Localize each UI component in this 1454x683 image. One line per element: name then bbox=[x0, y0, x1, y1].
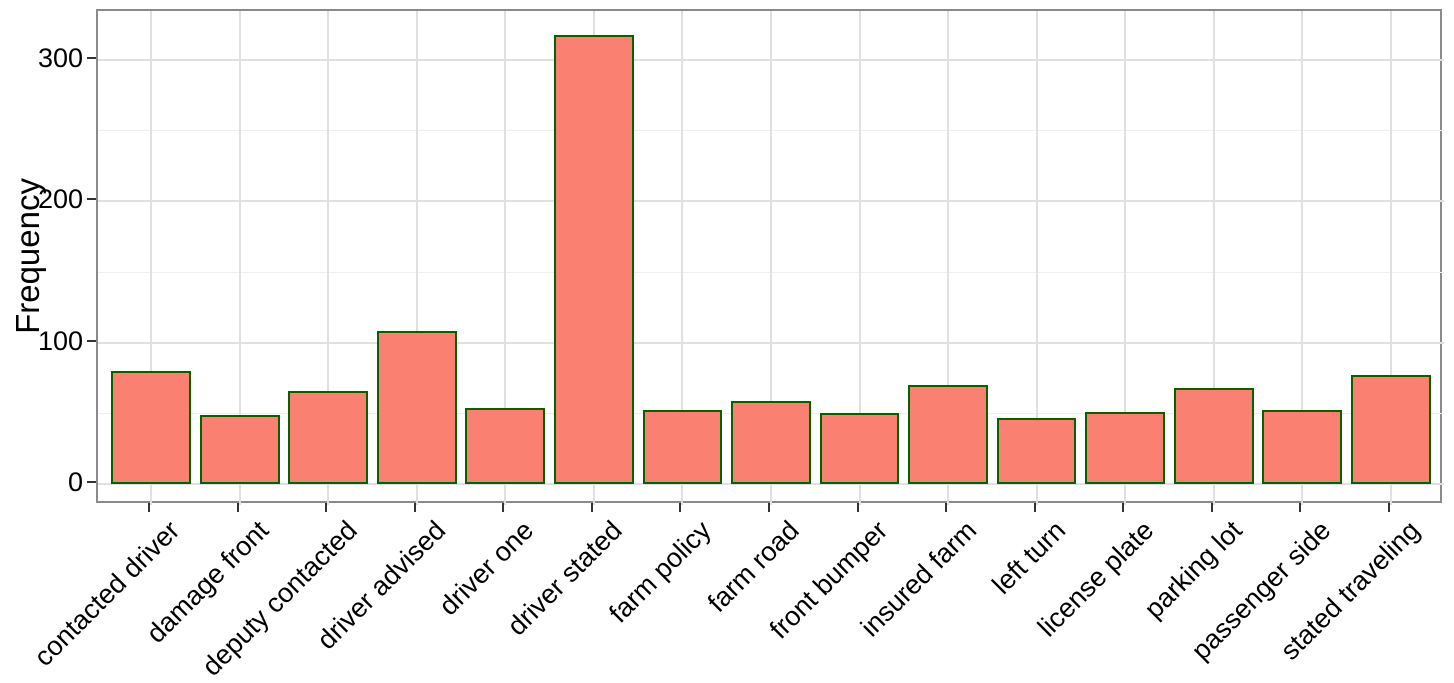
bar bbox=[288, 390, 369, 485]
y-tick-mark bbox=[87, 481, 96, 484]
gridline-major-v bbox=[681, 11, 684, 505]
x-tick-mark bbox=[1299, 503, 1302, 512]
y-tick-mark bbox=[87, 339, 96, 342]
bar bbox=[908, 385, 988, 485]
bar bbox=[1173, 387, 1254, 485]
gridline-major-v bbox=[150, 11, 153, 505]
gridline-major-v bbox=[1301, 11, 1304, 505]
bar bbox=[819, 413, 900, 485]
plot-panel bbox=[96, 9, 1444, 505]
y-tick-label: 300 bbox=[37, 42, 83, 73]
x-tick-mark bbox=[1122, 503, 1125, 512]
y-tick-label: 200 bbox=[37, 184, 83, 215]
gridline-major-v bbox=[1212, 11, 1215, 505]
gridline-major-v bbox=[327, 11, 330, 505]
gridline-major-v bbox=[504, 11, 507, 505]
x-tick-label: left turn bbox=[985, 515, 1071, 600]
bar bbox=[465, 407, 546, 485]
gridline-major-v bbox=[1389, 11, 1392, 505]
y-tick-label: 100 bbox=[37, 325, 83, 356]
bar bbox=[199, 414, 280, 485]
gridline-major-v bbox=[1035, 11, 1038, 505]
gridline-major-v bbox=[947, 11, 950, 505]
bar bbox=[642, 410, 723, 485]
bar bbox=[554, 35, 634, 485]
gridline-major-v bbox=[238, 11, 241, 505]
y-tick-mark bbox=[87, 198, 96, 201]
x-tick-mark bbox=[502, 503, 505, 512]
bar bbox=[731, 400, 811, 485]
x-tick-mark bbox=[413, 503, 416, 512]
bar bbox=[996, 417, 1077, 485]
gridline-major-v bbox=[858, 11, 861, 505]
bar bbox=[1262, 410, 1343, 485]
bar bbox=[1351, 375, 1431, 485]
x-tick-mark bbox=[856, 503, 859, 512]
bar bbox=[111, 370, 191, 485]
x-tick-mark bbox=[679, 503, 682, 512]
x-tick-mark bbox=[236, 503, 239, 512]
y-axis-title-wrap: Frequency bbox=[6, 9, 50, 503]
y-tick-mark bbox=[87, 56, 96, 59]
gridline-major-v bbox=[1124, 11, 1127, 505]
x-tick-mark bbox=[590, 503, 593, 512]
bar bbox=[376, 331, 457, 485]
x-tick-label: deputy contacted bbox=[195, 515, 363, 682]
y-tick-label: 0 bbox=[67, 467, 83, 498]
gridline-major-v bbox=[770, 11, 772, 505]
bar bbox=[1085, 411, 1166, 485]
x-tick-mark bbox=[945, 503, 948, 512]
gridline-major-v bbox=[415, 11, 418, 505]
x-tick-mark bbox=[148, 503, 151, 512]
x-tick-mark bbox=[1387, 503, 1390, 512]
x-tick-mark bbox=[1033, 503, 1036, 512]
x-tick-mark bbox=[768, 503, 770, 512]
x-tick-mark bbox=[1210, 503, 1213, 512]
x-tick-mark bbox=[325, 503, 328, 512]
